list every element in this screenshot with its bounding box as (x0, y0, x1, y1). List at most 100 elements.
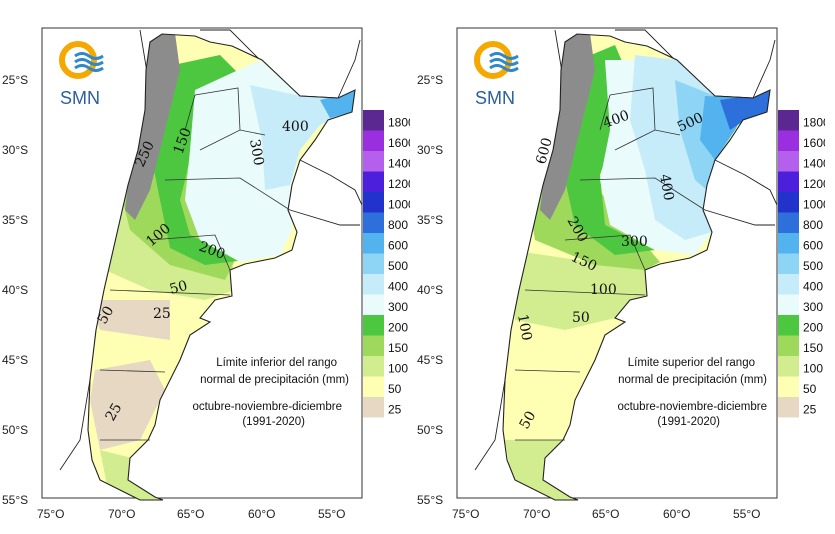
layer-600 (320, 90, 355, 118)
legend-label: 400 (803, 280, 823, 294)
argentina-outline (502, 33, 771, 501)
legend-label: 300 (388, 300, 408, 314)
waves-icon (489, 52, 519, 72)
legend-label: 50 (803, 382, 817, 396)
contour-label: 50 (95, 304, 118, 327)
legend-label: 200 (388, 321, 408, 335)
legend-label: 1600 (388, 136, 410, 150)
legend-label: 600 (388, 239, 408, 253)
sun-icon (59, 41, 97, 79)
map-note: Límite inferior del rango normal de prec… (192, 357, 349, 428)
legend-superior: 1800 1600 1400 1200 1000 800 600 500 400 300 200 15… (778, 110, 830, 418)
legend-swatch (363, 253, 384, 274)
legend-label: 1000 (388, 198, 410, 212)
lat-label: 25°S (2, 73, 28, 87)
legend-label: 1800 (388, 116, 410, 130)
legend-swatch (363, 130, 384, 151)
legend-label: 300 (803, 300, 823, 314)
note-line: Límite inferior del rango (216, 357, 337, 369)
legend-label: 100 (388, 362, 408, 376)
lat-label: 35°S (2, 213, 28, 227)
sun-icon (474, 41, 512, 79)
legend-label: 1000 (803, 198, 825, 212)
contour-label: 400 (656, 173, 676, 202)
legend-label: 400 (388, 280, 408, 294)
legend-label: 50 (388, 382, 402, 396)
contour-label: 50 (517, 409, 540, 432)
legend-label: 1400 (388, 157, 410, 171)
legend-swatch (363, 192, 384, 213)
legend-swatch (363, 397, 384, 418)
legend-swatch (778, 151, 799, 172)
note-line: normal de precipitación (mm) (618, 374, 767, 386)
legend-swatch (778, 294, 799, 315)
contour-label: 600 (533, 136, 555, 166)
legend-swatch (778, 192, 799, 213)
smn-logo: SMN (59, 41, 104, 108)
legend-swatch (363, 110, 384, 131)
map-panel-inferior: SMN 400 300 250 150 100 200 50 50 25 25 … (0, 0, 415, 529)
lat-label: 30°S (417, 143, 443, 157)
legend-label: 1400 (803, 157, 825, 171)
legend-swatch (778, 233, 799, 254)
lat-label: 50°S (417, 423, 443, 437)
legend-swatch (778, 171, 799, 192)
legend-swatch (363, 171, 384, 192)
lon-label: 75°O (452, 507, 479, 521)
legend-swatch (363, 233, 384, 254)
note-line: Límite superior del rango (628, 357, 755, 369)
lat-label: 55°S (417, 493, 443, 507)
lat-label: 25°S (417, 73, 443, 87)
period-line: octubre-noviembre-diciembre (617, 401, 767, 413)
lon-label: 65°O (592, 507, 619, 521)
lat-label: 45°S (417, 353, 443, 367)
legend-label: 500 (803, 259, 823, 273)
lat-label: 30°S (2, 143, 28, 157)
legend-swatch (363, 274, 384, 295)
legend-swatch (363, 335, 384, 356)
legend-label: 25 (388, 403, 402, 417)
legend-swatch (778, 397, 799, 418)
map-note: Límite superior del rango normal de prec… (617, 357, 767, 428)
legend-label: 1200 (388, 177, 410, 191)
lon-axis: 75°O 70°O 65°O 60°O 55°O (452, 507, 760, 521)
legend-swatch (778, 253, 799, 274)
period-line: (1991-2020) (242, 416, 305, 428)
lat-label: 40°S (417, 283, 443, 297)
smn-logo: SMN (474, 41, 519, 108)
lon-label: 70°O (523, 507, 550, 521)
logo-text: SMN (475, 88, 515, 108)
lon-label: 65°O (177, 507, 204, 521)
lon-axis: 75°O 70°O 65°O 60°O 55°O (37, 507, 345, 521)
lon-label: 55°O (733, 507, 760, 521)
logo-text: SMN (60, 88, 100, 108)
contour-label: 50 (168, 278, 189, 298)
lat-axis: 25°S 30°S 35°S 40°S 45°S 50°S 55°S (2, 73, 28, 507)
legend-inferior: 1800 1600 1400 1200 1000 800 600 500 400 300 200 15… (363, 110, 415, 418)
legend-label: 25 (803, 403, 817, 417)
legend-label: 600 (803, 239, 823, 253)
lon-label: 70°O (108, 507, 135, 521)
legend-label: 100 (803, 362, 823, 376)
legend-swatch (363, 356, 384, 377)
legend-label: 1600 (803, 136, 825, 150)
legend-label: 800 (803, 218, 823, 232)
lon-label: 55°O (318, 507, 345, 521)
map-panel-superior: SMN 400 500 400 600 200 300 150 100 100 … (415, 0, 830, 529)
layer-400 (250, 85, 350, 190)
legend-swatch (778, 130, 799, 151)
lon-label: 75°O (37, 507, 64, 521)
legend-label: 1200 (803, 177, 825, 191)
legend-label: 1800 (803, 116, 825, 130)
period-line: (1991-2020) (657, 416, 720, 428)
legend-swatch (778, 335, 799, 356)
legend-swatch (778, 274, 799, 295)
map-superior: SMN 400 500 400 600 200 300 150 100 100 … (417, 27, 830, 521)
lat-label: 35°S (417, 213, 443, 227)
legend-label: 150 (388, 341, 408, 355)
waves-icon (74, 52, 104, 72)
layer-100 (505, 250, 647, 500)
lon-label: 60°O (248, 507, 275, 521)
contour-label: 300 (246, 138, 266, 167)
legend-label: 800 (388, 218, 408, 232)
